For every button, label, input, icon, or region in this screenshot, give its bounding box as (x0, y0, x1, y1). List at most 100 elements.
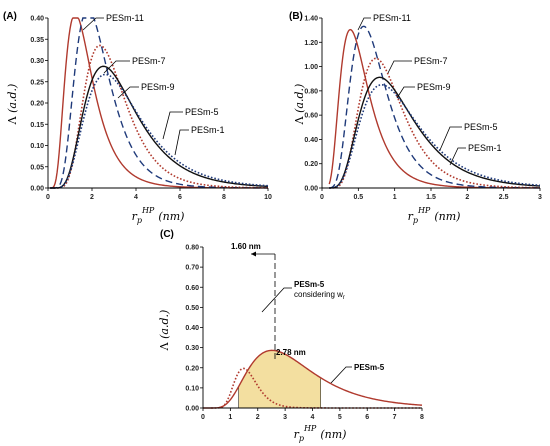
legend-a-pesm1: PESm-1 (191, 125, 225, 135)
y-tick-label: 0.20 (304, 161, 318, 168)
x-tick-label: 2.5 (499, 194, 509, 201)
svg-text:Λ (a.d.): Λ (a.d.) (293, 84, 306, 126)
x-tick-label: 0 (46, 194, 50, 201)
legend-b-leader-pesm11 (357, 17, 371, 31)
x-tick-label: 5 (338, 414, 342, 421)
x-tick-label: 6 (178, 194, 182, 201)
legend-a-leader-pesm5 (162, 111, 183, 140)
svg-text:Λ (a.d.): Λ (a.d.) (6, 84, 19, 126)
legend-c-pesm5-considering: PESm-5 (294, 280, 325, 289)
y-tick-label: 0.40 (30, 16, 44, 23)
y-tick-label: 0.00 (30, 186, 44, 193)
y-tick-label: 0.10 (30, 143, 44, 150)
panel-label-a: (A) (3, 11, 17, 22)
x-tick-label: 4 (311, 414, 315, 421)
series-line-pesm-5 (50, 65, 269, 189)
y-tick-label: 0.05 (30, 164, 44, 171)
y-tick-label: 0.50 (185, 305, 199, 312)
y-tick-label: 0.20 (30, 101, 44, 108)
x-tick-label: 2 (465, 194, 469, 201)
legend-a-leader-pesm9 (117, 86, 139, 99)
x-tick-label: 1 (393, 194, 397, 201)
legend-a-pesm7: PESm-7 (132, 56, 166, 66)
legend-b-leader-pesm9 (396, 86, 415, 99)
y-tick-label: 0.15 (30, 122, 44, 129)
y-tick-label: 1.40 (304, 16, 318, 23)
legend-b-leader-pesm7 (387, 60, 412, 74)
x-tick-label: 2 (90, 194, 94, 201)
x-tick-label: 10 (264, 194, 272, 201)
x-tick-label: 6 (365, 414, 369, 421)
x-tick-label: 1.5 (426, 194, 436, 201)
legend-a (82, 17, 189, 156)
panel-label-b: (B) (289, 11, 303, 22)
x-tick-label: 8 (420, 414, 424, 421)
y-tick-label: 0.40 (185, 325, 199, 332)
y-tick-label: 0.40 (304, 137, 318, 144)
legend-a-pesm11: PESm-11 (106, 13, 144, 23)
chart-panel-a: 0.00 0.05 0.10 0.15 0.20 0.25 0.30 0.35 0.40 0 2 4 6… (30, 16, 272, 202)
y-tick-label: 0.25 (30, 79, 44, 86)
x-tick-label: 2 (256, 414, 260, 421)
legend-c-considering-wr: considering wr (294, 290, 345, 301)
x-tick-label: 7 (393, 414, 397, 421)
x-tick-label: 3 (283, 414, 287, 421)
legend-b-pesm5: PESm-5 (464, 122, 498, 132)
x-tick-label: 8 (222, 194, 226, 201)
y-tick-label: 0.00 (304, 186, 318, 193)
x-tick-label: 0 (320, 194, 324, 201)
legend-b (357, 17, 466, 166)
legend-c-leader-dot (261, 287, 292, 313)
y-tick-label: 1.00 (304, 64, 318, 71)
series-line-pesm-11 (50, 17, 268, 189)
series-line-pesm-7 (329, 25, 540, 189)
svg-text:rpHP(nm): rpHP (nm) (132, 206, 185, 225)
y-axis-label-a: Λ (a.d.) (6, 84, 19, 126)
x-tick-label: 0.5 (353, 194, 363, 201)
legend-b-pesm9: PESm-9 (417, 82, 451, 92)
chart-panel-c: 0.00 0.10 0.20 0.30 0.40 0.50 0.60 0.70 0.80 0 1 2 3… (185, 245, 424, 422)
y-tick-label: 0.00 (185, 406, 199, 413)
x-tick-label: 4 (134, 194, 138, 201)
series-line-pesm-9 (329, 57, 541, 189)
x-tick-label: 1 (228, 414, 232, 421)
legend-c (261, 287, 352, 384)
x-axis-label-a: rpHP (nm) (132, 206, 185, 225)
y-axis-label-c: Λ (a.d.) (158, 310, 171, 352)
y-tick-label: 0.35 (30, 37, 44, 44)
series-line-pesm-1 (50, 73, 269, 189)
shaded-band (238, 350, 321, 409)
series-line-pesm-7 (50, 17, 268, 189)
legend-a-pesm5: PESm-5 (185, 107, 219, 117)
y-tick-label: 0.80 (304, 88, 318, 95)
y-tick-label: 0.60 (185, 285, 199, 292)
svg-text:rpHP(nm): rpHP (nm) (408, 206, 461, 225)
legend-a-leader-pesm11 (82, 17, 104, 31)
legend-b-pesm7: PESm-7 (414, 56, 448, 66)
series-line-pesm-9 (50, 44, 269, 189)
legend-a-leader-pesm7 (103, 60, 130, 74)
y-tick-label: 1.20 (304, 40, 318, 47)
y-axis-label-b: Λ (a.d.) (293, 84, 306, 126)
legend-b-leader-pesm5 (439, 126, 462, 151)
chart-panel-b: 0.00 0.20 0.40 0.60 0.80 1.00 1.20 1.40 0 0.5 1 1.5… (304, 16, 542, 202)
y-tick-label: 0.70 (185, 265, 199, 272)
y-tick-label: 0.30 (30, 58, 44, 65)
x-tick-label: 3 (538, 194, 542, 201)
annotation-peak: 1.60 nm (231, 242, 276, 360)
svg-text:rpHP(nm): rpHP (nm) (294, 424, 347, 443)
series-line-pesm-5 (203, 349, 423, 409)
series-line-pesm-5 (329, 76, 541, 189)
legend-b-pesm1: PESm-1 (468, 143, 502, 153)
y-tick-label: 0.30 (185, 345, 199, 352)
legend-c-leader-solid (330, 366, 352, 384)
legend-a-leader-pesm1 (174, 129, 189, 156)
annotation-peak-label: 1.60 nm (231, 242, 261, 251)
legend-b-pesm11: PESm-11 (373, 13, 411, 23)
y-tick-label: 0.60 (304, 113, 318, 120)
y-tick-label: 0.80 (185, 245, 199, 252)
annotation-mode-label: 2.78 nm (276, 348, 306, 357)
x-axis-label-b: rpHP (nm) (408, 206, 461, 225)
y-tick-label: 0.10 (185, 385, 199, 392)
